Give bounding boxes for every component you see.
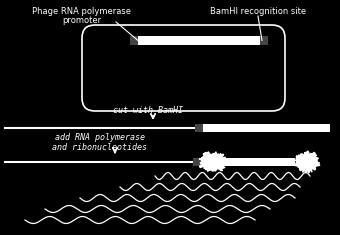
Polygon shape xyxy=(199,152,228,172)
Bar xyxy=(223,158,295,166)
Polygon shape xyxy=(295,151,320,173)
Bar xyxy=(193,158,201,166)
Text: promoter: promoter xyxy=(63,16,102,25)
Text: BamHI recognition site: BamHI recognition site xyxy=(210,7,306,16)
Bar xyxy=(130,36,138,45)
Bar xyxy=(195,124,203,132)
Bar xyxy=(130,36,268,45)
FancyBboxPatch shape xyxy=(82,25,285,111)
Text: Phage RNA polymerase: Phage RNA polymerase xyxy=(33,7,132,16)
Text: add RNA polymerase
and ribonucleotides: add RNA polymerase and ribonucleotides xyxy=(52,133,148,153)
Bar xyxy=(203,124,330,132)
Text: cut with BamHI: cut with BamHI xyxy=(113,106,183,115)
Bar xyxy=(260,36,268,45)
